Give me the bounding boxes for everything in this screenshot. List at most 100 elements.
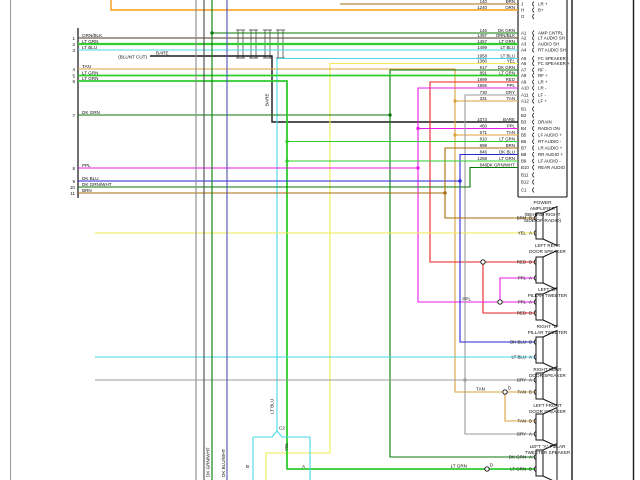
amp-pin-function-label: REAR AUDIO -: [538, 165, 568, 170]
amp-circuit-number: 1457: [477, 39, 487, 44]
speaker-icon-cone: [542, 329, 558, 371]
junction-dot: [443, 191, 447, 195]
amp-wire-color-label: DK GRN: [498, 28, 515, 33]
speaker-pin-hook: [533, 431, 536, 437]
speaker-label: PILLAR TWEETER: [528, 293, 568, 298]
amp-circuit-number: 1958: [477, 54, 487, 59]
speaker-label: TWEETER SPEAKER: [525, 450, 571, 455]
amp-pin-hook: [532, 85, 535, 91]
amp-wire-color-label: PPL: [507, 83, 516, 88]
amp-pin-id: B2: [521, 113, 527, 118]
amp-pin-hook: [532, 1, 535, 7]
speaker-pin-letter: A: [529, 300, 532, 305]
amp-wire-color-label: TAN: [507, 96, 515, 101]
wire-red: [482, 262, 535, 314]
amp-pin-id: A12: [521, 99, 529, 104]
junction-dot: [416, 166, 420, 170]
amp-circuit-number: 146: [480, 28, 488, 33]
amp-circuit-number: 899: [480, 143, 488, 148]
amp-circuit-number: 1999: [477, 77, 487, 82]
amp-pin-hook: [532, 92, 535, 98]
speaker-wire-color-label: LT BLU: [512, 355, 526, 360]
speaker-icon-cone: [542, 249, 558, 291]
radio-wire-color-label: LT BLU: [82, 45, 97, 50]
speaker-pin-hook: [533, 230, 536, 236]
speaker-wire-color-label: TAN: [518, 419, 526, 424]
amp-circuit-number: 1499: [477, 45, 487, 50]
amp-pin-id: A10: [521, 86, 529, 91]
amp-wire-color-label: LT GRN: [499, 156, 515, 161]
amp-pin-hook: [532, 112, 535, 119]
amp-pin-id: B5: [521, 133, 527, 138]
amp-pin-function-label: LF AUDIO -: [538, 159, 561, 164]
amp-pin-hook: [532, 138, 535, 145]
speaker-pin-hook: [533, 215, 536, 221]
speaker-wire-color-label: YEL: [518, 231, 527, 236]
speaker-wire-color-label: GRY: [517, 432, 527, 437]
speaker-wire-color-label: TAN: [518, 390, 526, 395]
speaker-pin-hook: [533, 354, 536, 360]
amp-pin-function-label: LT AUDIO SH: [538, 36, 565, 41]
amp-wire-color-label: YEL: [507, 59, 516, 64]
amp-pin-function-label: B+: [538, 8, 544, 13]
wires-layer: [78, 0, 535, 480]
wire-annotation: DK BLU/WHT: [221, 448, 226, 477]
amp-pin-hook: [532, 7, 535, 13]
speaker-pin-letter: A: [529, 378, 532, 383]
amp-pin-id: J: [521, 2, 523, 7]
amp-pin-hook: [532, 125, 535, 132]
amp-pin-id: B4: [521, 126, 527, 131]
wire-dk-grn: [389, 69, 535, 458]
speaker-pin-letter: A: [529, 432, 532, 437]
speaker-wire-color-label: LT GRN: [510, 467, 526, 472]
amp-circuit-number: 1268: [477, 156, 487, 161]
amp-pin-hook: [532, 172, 535, 178]
amp-pin-function-label: AMP CNTRL: [538, 31, 564, 36]
radio-pin-number: 11: [70, 191, 75, 196]
amp-wire-color-label: ORN: [505, 5, 515, 10]
amp-pin-hook: [532, 151, 535, 158]
amp-pin-hook: [532, 132, 535, 138]
amp-pin-hook: [532, 119, 535, 125]
amp-circuit-number: 917: [480, 65, 488, 70]
wire-annotation: C2: [279, 426, 285, 431]
splice-letter: D: [508, 385, 512, 390]
amp-pin-id: A5: [521, 56, 527, 61]
amp-wire-color-label: TAN: [507, 130, 515, 135]
speaker-label: LEFT "B": [538, 287, 557, 292]
radio-pin-number: 10: [70, 185, 76, 190]
speaker-pin-letter: A: [529, 231, 532, 236]
wire-bare: [150, 55, 518, 123]
radio-wire-color-label: DK GRN/WHT: [82, 182, 112, 187]
page-borders: [10, 0, 635, 480]
splice-symbol: [484, 466, 490, 472]
amp-pin-hook: [532, 98, 535, 104]
amp-pin-id: C1: [521, 188, 527, 193]
amp-circuit-number: 460: [480, 124, 488, 129]
junction-dot: [210, 31, 214, 35]
speaker-icon-cone: [542, 205, 558, 247]
junction-dot: [453, 133, 457, 137]
speaker-label: LEFT REAR: [535, 243, 561, 248]
amp-pin-hook: [532, 30, 535, 36]
amp-pin-id: B10: [521, 165, 529, 170]
speaker-pin-letter: A: [529, 276, 532, 281]
amp-pin-function-label: LR AUDIO +: [538, 146, 563, 151]
amp-pin-function-label: LR +: [538, 2, 548, 7]
radio-wire-color-label: LT GRN: [82, 70, 98, 75]
radio-pin-number: 8: [72, 166, 75, 171]
speaker-pin-hook: [533, 259, 536, 265]
amp-pin-hook: [532, 41, 535, 47]
speaker-icon: [535, 413, 544, 441]
radio-pin-number: 2: [72, 42, 75, 47]
speaker-pin-letter: A: [529, 355, 532, 360]
speaker-icon: [535, 372, 544, 400]
wire-annotation: PPL: [462, 297, 471, 302]
junction-dot: [458, 179, 462, 183]
amp-circuit-number: 1240: [477, 5, 487, 10]
amp-wire-color-label: DK GRN/WHT: [487, 163, 516, 168]
amp-pin-function-label: DRAIN: [538, 120, 552, 125]
speaker-label: RIGHT "B": [537, 324, 559, 329]
amp-pin-hook: [532, 145, 535, 151]
radio-wire-color-label: TAN: [82, 64, 91, 69]
